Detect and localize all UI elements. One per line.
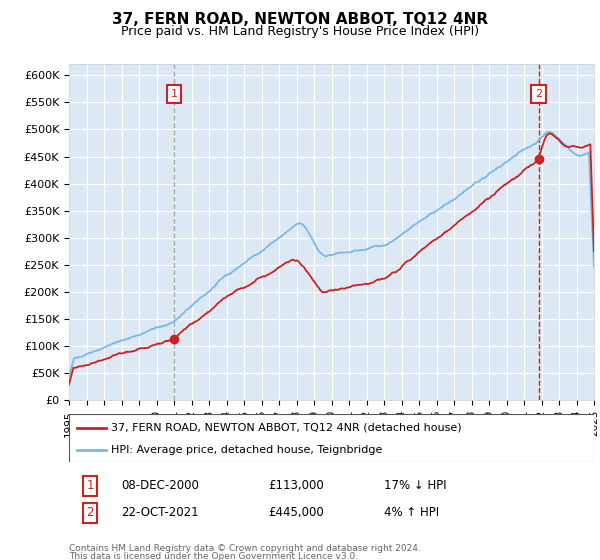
Text: £113,000: £113,000 xyxy=(269,479,324,492)
Text: 08-DEC-2000: 08-DEC-2000 xyxy=(121,479,199,492)
Text: 2: 2 xyxy=(86,506,94,520)
Text: 17% ↓ HPI: 17% ↓ HPI xyxy=(384,479,446,492)
Text: 1: 1 xyxy=(86,479,94,492)
Text: 2: 2 xyxy=(535,89,542,99)
Text: HPI: Average price, detached house, Teignbridge: HPI: Average price, detached house, Teig… xyxy=(111,445,382,455)
Text: Contains HM Land Registry data © Crown copyright and database right 2024.: Contains HM Land Registry data © Crown c… xyxy=(69,544,421,553)
Text: Price paid vs. HM Land Registry's House Price Index (HPI): Price paid vs. HM Land Registry's House … xyxy=(121,25,479,38)
Text: 4% ↑ HPI: 4% ↑ HPI xyxy=(384,506,439,520)
FancyBboxPatch shape xyxy=(69,414,594,462)
Text: £445,000: £445,000 xyxy=(269,506,324,520)
Text: 37, FERN ROAD, NEWTON ABBOT, TQ12 4NR (detached house): 37, FERN ROAD, NEWTON ABBOT, TQ12 4NR (d… xyxy=(111,423,461,433)
Text: 22-OCT-2021: 22-OCT-2021 xyxy=(121,506,199,520)
Text: 37, FERN ROAD, NEWTON ABBOT, TQ12 4NR: 37, FERN ROAD, NEWTON ABBOT, TQ12 4NR xyxy=(112,12,488,27)
Text: 1: 1 xyxy=(170,89,178,99)
Text: This data is licensed under the Open Government Licence v3.0.: This data is licensed under the Open Gov… xyxy=(69,552,358,560)
